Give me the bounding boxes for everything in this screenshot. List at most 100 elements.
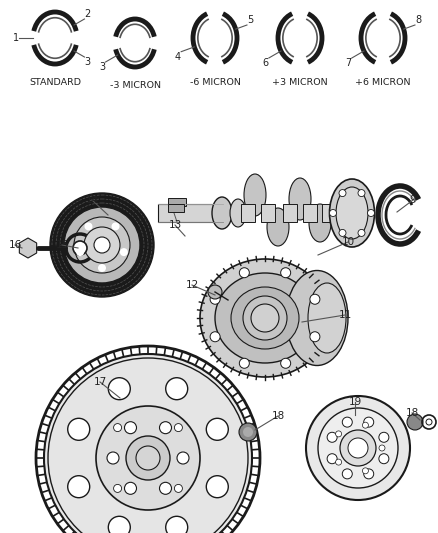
Circle shape xyxy=(126,436,170,480)
Bar xyxy=(261,204,275,222)
Circle shape xyxy=(342,469,352,479)
Circle shape xyxy=(239,268,249,278)
Ellipse shape xyxy=(309,204,331,242)
Bar xyxy=(322,204,338,222)
Circle shape xyxy=(94,237,110,253)
Text: 14: 14 xyxy=(85,195,99,205)
Text: -6 MICRON: -6 MICRON xyxy=(190,78,240,87)
Circle shape xyxy=(407,414,423,430)
Text: 19: 19 xyxy=(348,397,362,407)
Text: 16: 16 xyxy=(8,240,21,250)
Text: 3: 3 xyxy=(99,62,106,72)
Text: 5: 5 xyxy=(247,15,253,25)
Text: 18: 18 xyxy=(406,408,419,418)
Circle shape xyxy=(159,482,172,494)
Circle shape xyxy=(96,406,200,510)
Circle shape xyxy=(379,445,385,451)
Circle shape xyxy=(310,332,320,342)
Text: STANDARD: STANDARD xyxy=(29,78,81,87)
Text: 8: 8 xyxy=(415,15,421,25)
Ellipse shape xyxy=(230,199,246,227)
Circle shape xyxy=(85,222,92,230)
Bar xyxy=(168,198,186,206)
Circle shape xyxy=(348,438,368,458)
Circle shape xyxy=(208,285,222,299)
Ellipse shape xyxy=(286,271,348,366)
Circle shape xyxy=(64,207,140,283)
Ellipse shape xyxy=(329,179,374,247)
Circle shape xyxy=(364,469,374,479)
Text: 7: 7 xyxy=(346,58,352,68)
Circle shape xyxy=(306,396,410,500)
Circle shape xyxy=(68,475,90,498)
Circle shape xyxy=(243,296,287,340)
Circle shape xyxy=(174,484,182,492)
Bar xyxy=(283,204,297,222)
Ellipse shape xyxy=(212,197,232,229)
Circle shape xyxy=(50,193,154,297)
Circle shape xyxy=(239,358,249,368)
Circle shape xyxy=(358,190,365,197)
Circle shape xyxy=(327,454,337,464)
Bar xyxy=(303,204,317,222)
Text: -3 MICRON: -3 MICRON xyxy=(110,81,160,90)
Circle shape xyxy=(251,304,279,332)
Circle shape xyxy=(342,417,352,427)
Circle shape xyxy=(206,418,228,440)
Circle shape xyxy=(177,452,189,464)
Circle shape xyxy=(336,431,342,437)
Text: 3: 3 xyxy=(85,57,91,67)
Circle shape xyxy=(239,423,257,441)
Circle shape xyxy=(379,454,389,464)
Circle shape xyxy=(174,424,182,432)
Circle shape xyxy=(426,419,432,425)
Circle shape xyxy=(98,264,106,272)
Text: 17: 17 xyxy=(93,377,106,387)
Ellipse shape xyxy=(267,208,289,246)
Circle shape xyxy=(329,209,336,216)
Circle shape xyxy=(339,190,346,197)
Text: 9: 9 xyxy=(410,195,416,205)
Circle shape xyxy=(112,222,120,230)
Circle shape xyxy=(124,482,137,494)
Circle shape xyxy=(113,484,122,492)
Circle shape xyxy=(340,430,376,466)
Text: 4: 4 xyxy=(175,52,181,62)
Circle shape xyxy=(327,432,337,442)
Circle shape xyxy=(362,468,368,474)
Text: +3 MICRON: +3 MICRON xyxy=(272,78,328,87)
Circle shape xyxy=(206,475,228,498)
Circle shape xyxy=(107,452,119,464)
Circle shape xyxy=(166,378,188,400)
Circle shape xyxy=(339,229,346,237)
Circle shape xyxy=(120,248,128,256)
Circle shape xyxy=(281,358,291,368)
Text: 10: 10 xyxy=(342,237,355,247)
Ellipse shape xyxy=(308,283,346,353)
Circle shape xyxy=(243,427,253,437)
Circle shape xyxy=(362,422,368,428)
Circle shape xyxy=(379,432,389,442)
Circle shape xyxy=(108,378,130,400)
Circle shape xyxy=(76,248,84,256)
Circle shape xyxy=(358,229,365,237)
Circle shape xyxy=(364,417,374,427)
Text: 2: 2 xyxy=(85,9,91,19)
Circle shape xyxy=(108,516,130,533)
Circle shape xyxy=(136,446,160,470)
Circle shape xyxy=(68,418,90,440)
Circle shape xyxy=(159,422,172,434)
Circle shape xyxy=(113,424,122,432)
Text: 12: 12 xyxy=(185,280,198,290)
Ellipse shape xyxy=(289,178,311,220)
Circle shape xyxy=(166,516,188,533)
Ellipse shape xyxy=(231,287,299,349)
Bar xyxy=(158,204,223,222)
Circle shape xyxy=(318,408,398,488)
Circle shape xyxy=(44,354,252,533)
Text: 1: 1 xyxy=(13,33,19,43)
Text: 18: 18 xyxy=(272,411,285,421)
Text: 11: 11 xyxy=(339,310,352,320)
Circle shape xyxy=(210,332,220,342)
Circle shape xyxy=(367,209,374,216)
